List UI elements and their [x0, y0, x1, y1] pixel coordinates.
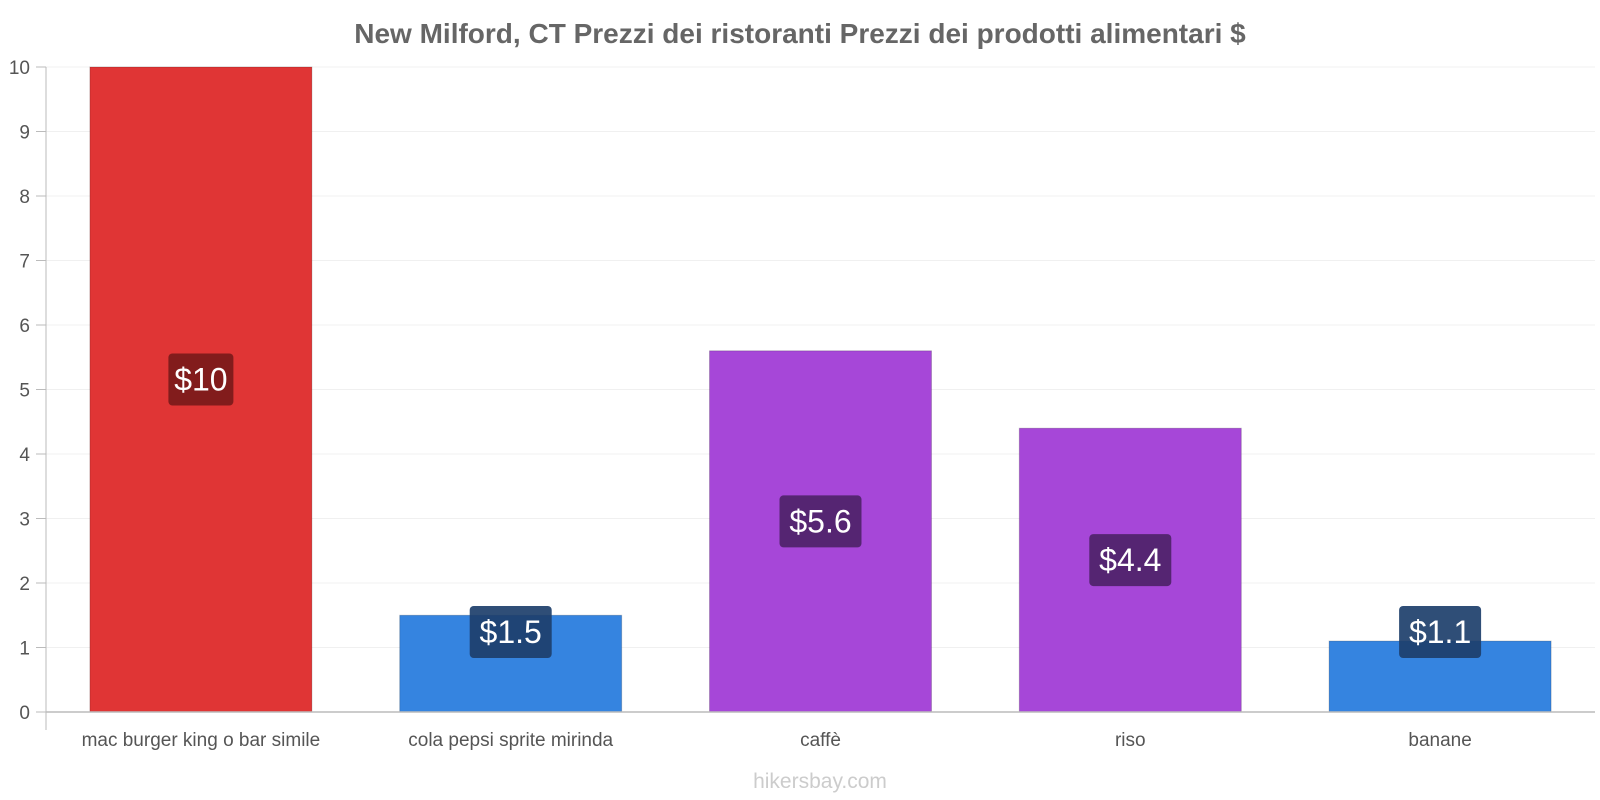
value-label: $4.4 — [1099, 542, 1161, 578]
x-category-label: caffè — [800, 730, 841, 751]
value-label: $10 — [174, 362, 227, 398]
chart-title: New Milford, CT Prezzi dei ristoranti Pr… — [354, 18, 1246, 49]
value-label-box — [779, 495, 862, 548]
value-label-box — [1089, 534, 1172, 587]
x-axis-labels: mac burger king o bar simile cola pepsi s… — [82, 730, 1472, 751]
x-category-label: mac burger king o bar simile — [82, 730, 321, 751]
y-tick-label: 0 — [19, 703, 30, 724]
value-label-box — [469, 606, 552, 658]
value-label: $1.1 — [1409, 614, 1471, 650]
watermark: hikersbay.com — [753, 770, 887, 793]
value-label-box — [168, 353, 234, 406]
x-category-label: riso — [1115, 730, 1146, 751]
value-labels: $10 $1.5 $5.6 $4.4 $1.1 — [168, 353, 1482, 658]
y-tick-label: 10 — [9, 58, 30, 79]
y-tick-label: 4 — [19, 445, 30, 466]
y-tick-label: 8 — [19, 187, 30, 208]
y-axis-ticks: 0 1 2 3 4 5 6 7 8 9 10 — [9, 58, 46, 724]
y-tick-label: 5 — [19, 381, 30, 402]
value-label: $1.5 — [480, 614, 542, 650]
y-tick-label: 9 — [19, 123, 30, 144]
y-tick-label: 3 — [19, 510, 30, 531]
y-tick-label: 1 — [19, 639, 30, 660]
axes — [45, 67, 1595, 730]
y-tick-label: 6 — [19, 316, 30, 337]
bars — [89, 66, 1552, 713]
x-category-label: cola pepsi sprite mirinda — [408, 730, 613, 751]
x-category-label: banane — [1408, 730, 1471, 751]
value-label-box — [1399, 606, 1482, 658]
value-label: $5.6 — [789, 503, 851, 539]
y-tick-label: 2 — [19, 574, 30, 595]
y-tick-label: 7 — [19, 252, 30, 273]
